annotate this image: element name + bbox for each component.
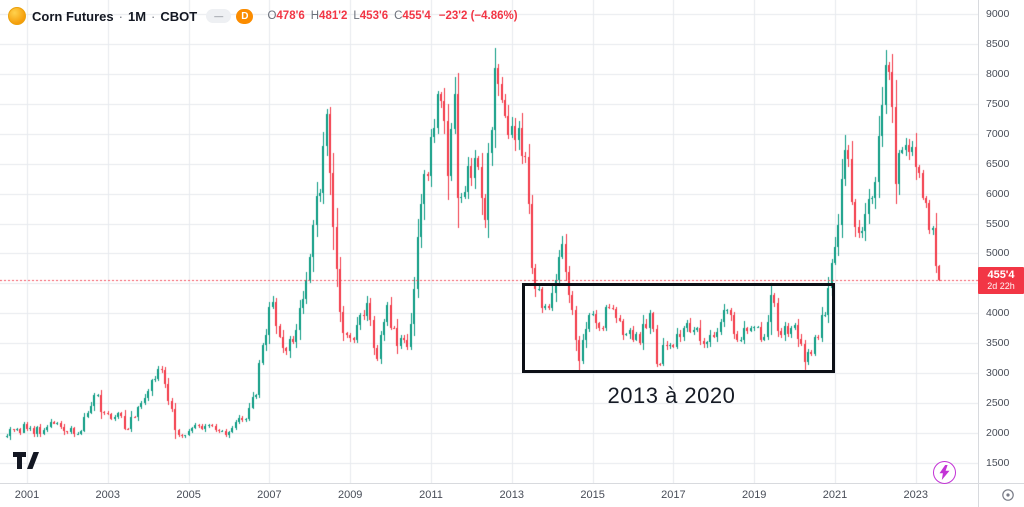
axis-corner bbox=[978, 483, 1024, 507]
delayed-data-badge[interactable]: D bbox=[236, 8, 254, 24]
time-tick-label: 2009 bbox=[337, 489, 363, 501]
price-tick-label: 5500 bbox=[986, 217, 1010, 230]
time-tick-label: 2011 bbox=[419, 489, 443, 501]
last-price-value: 455'4 bbox=[987, 269, 1015, 282]
close-value: 455'4 bbox=[402, 10, 431, 22]
annotation-label[interactable]: 2013 à 2020 bbox=[607, 383, 736, 409]
close-label: C bbox=[394, 10, 403, 22]
price-tick-label: 7500 bbox=[986, 97, 1010, 110]
price-tick-label: 9000 bbox=[986, 8, 1010, 20]
price-tick-label: 6500 bbox=[986, 157, 1010, 170]
price-tick-label: 3500 bbox=[986, 337, 1010, 350]
symbol-title[interactable]: Corn Futures bbox=[32, 8, 114, 24]
time-tick-label: 2023 bbox=[903, 489, 929, 501]
boost-button[interactable] bbox=[933, 461, 956, 484]
symbol-interval[interactable]: 1M bbox=[127, 8, 147, 24]
candlestick-chart[interactable] bbox=[0, 0, 978, 483]
annotation-box[interactable] bbox=[521, 283, 835, 374]
target-icon[interactable] bbox=[1001, 488, 1015, 502]
price-tick-label: 4000 bbox=[986, 307, 1010, 320]
high-value: 481'2 bbox=[319, 10, 348, 22]
price-change: −23'2 (−4.86%) bbox=[438, 10, 518, 22]
time-tick-label: 2015 bbox=[580, 489, 605, 501]
price-tick-label: 8000 bbox=[986, 67, 1010, 80]
price-tick-label: 2500 bbox=[986, 397, 1010, 410]
price-tick-label: 8500 bbox=[986, 37, 1010, 50]
time-tick-label: 2003 bbox=[95, 489, 121, 501]
tradingview-logo[interactable] bbox=[13, 452, 39, 474]
low-value: 453'6 bbox=[359, 10, 389, 22]
status-pill[interactable]: — bbox=[206, 9, 232, 23]
price-tick-label: 7000 bbox=[986, 127, 1010, 140]
open-value: 478'6 bbox=[276, 10, 305, 22]
symbol-legend: Corn Futures · 1M · CBOT — D O478'6 H481'… bbox=[8, 7, 518, 25]
price-tick-label: 6000 bbox=[986, 187, 1010, 200]
time-tick-label: 2019 bbox=[741, 489, 767, 501]
time-tick-label: 2021 bbox=[822, 489, 848, 501]
separator-dot: · bbox=[118, 8, 123, 24]
symbol-logo-icon bbox=[8, 7, 26, 25]
separator-dot: · bbox=[151, 8, 156, 24]
price-axis[interactable]: 9000850080007500700065006000550050004500… bbox=[978, 0, 1024, 483]
price-tick-label: 3000 bbox=[986, 367, 1010, 380]
ohlc-values: O478'6 H481'2 L453'6 C455'4 bbox=[267, 10, 436, 22]
high-label: H bbox=[310, 10, 320, 22]
time-tick-label: 2013 bbox=[499, 489, 525, 501]
low-label: L bbox=[353, 10, 360, 22]
open-label: O bbox=[267, 10, 277, 22]
time-tick-label: 2017 bbox=[661, 489, 686, 501]
price-tick-label: 5000 bbox=[986, 247, 1010, 260]
lightning-icon bbox=[939, 465, 950, 480]
bar-close-countdown: 2d 22h bbox=[987, 281, 1015, 292]
time-tick-label: 2007 bbox=[257, 489, 282, 501]
time-axis[interactable]: 2001 2003 2005 2007 2009 2011 2013 2015 2017 2019… bbox=[0, 483, 978, 507]
time-tick-label: 2005 bbox=[176, 489, 201, 501]
time-tick-label: 2001 bbox=[14, 489, 40, 501]
price-tick-label: 1500 bbox=[986, 457, 1010, 469]
symbol-exchange[interactable]: CBOT bbox=[160, 8, 198, 24]
price-tick-label: 2000 bbox=[986, 427, 1010, 440]
last-price-label: 455'4 2d 22h bbox=[978, 267, 1024, 295]
